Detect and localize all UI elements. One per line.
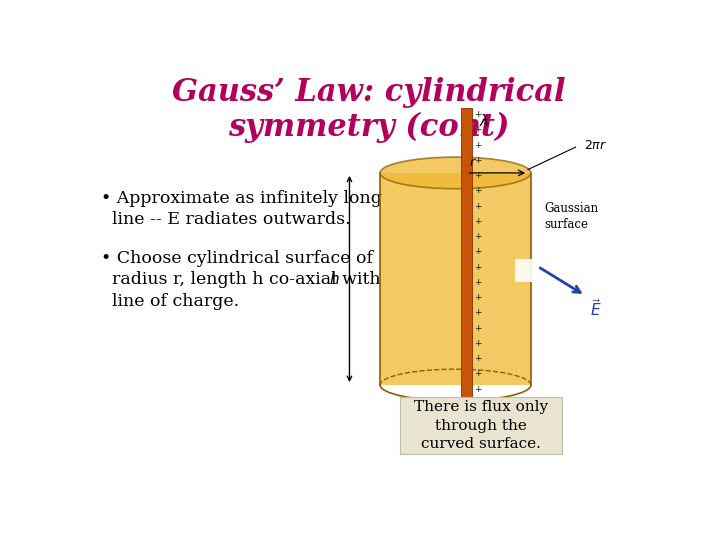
FancyBboxPatch shape [516, 259, 541, 282]
Text: +: + [474, 156, 482, 165]
Polygon shape [380, 173, 531, 385]
Text: $\vec{E}$: $\vec{E}$ [590, 298, 601, 319]
Ellipse shape [380, 157, 531, 188]
Text: +: + [474, 171, 482, 180]
Text: +: + [474, 430, 482, 440]
Text: • Choose cylindrical surface of
  radius r, length h co-axial with
  line of cha: • Choose cylindrical surface of radius r… [101, 250, 381, 310]
Text: +: + [474, 354, 482, 363]
Text: +: + [474, 293, 482, 302]
Text: $h$: $h$ [329, 271, 339, 287]
Text: +: + [474, 110, 482, 119]
Text: • Approximate as infinitely long
  line -- E radiates outwards.: • Approximate as infinitely long line --… [101, 190, 382, 228]
Text: $2\pi r$: $2\pi r$ [584, 139, 607, 152]
Text: +: + [474, 247, 482, 256]
Text: Gauss’ Law: cylindrical
symmetry (cont): Gauss’ Law: cylindrical symmetry (cont) [172, 77, 566, 143]
Text: +: + [474, 400, 482, 409]
Text: +: + [474, 262, 482, 272]
Text: +: + [474, 201, 482, 211]
Text: +: + [474, 125, 482, 134]
Text: $r$: $r$ [469, 156, 477, 168]
Text: +: + [474, 308, 482, 318]
Text: +: + [474, 217, 482, 226]
Text: +: + [474, 278, 482, 287]
Text: There is flux only
through the
curved surface.: There is flux only through the curved su… [413, 400, 548, 451]
Text: Gaussian
surface: Gaussian surface [545, 202, 599, 231]
Text: +: + [474, 339, 482, 348]
Text: +: + [474, 323, 482, 333]
Text: $\lambda$: $\lambda$ [479, 113, 489, 129]
Text: +: + [474, 415, 482, 424]
Text: +: + [474, 141, 482, 150]
Text: +: + [474, 384, 482, 394]
Text: +: + [474, 186, 482, 195]
Text: +: + [474, 369, 482, 379]
FancyBboxPatch shape [400, 397, 562, 454]
Polygon shape [461, 109, 472, 441]
Text: +: + [474, 232, 482, 241]
